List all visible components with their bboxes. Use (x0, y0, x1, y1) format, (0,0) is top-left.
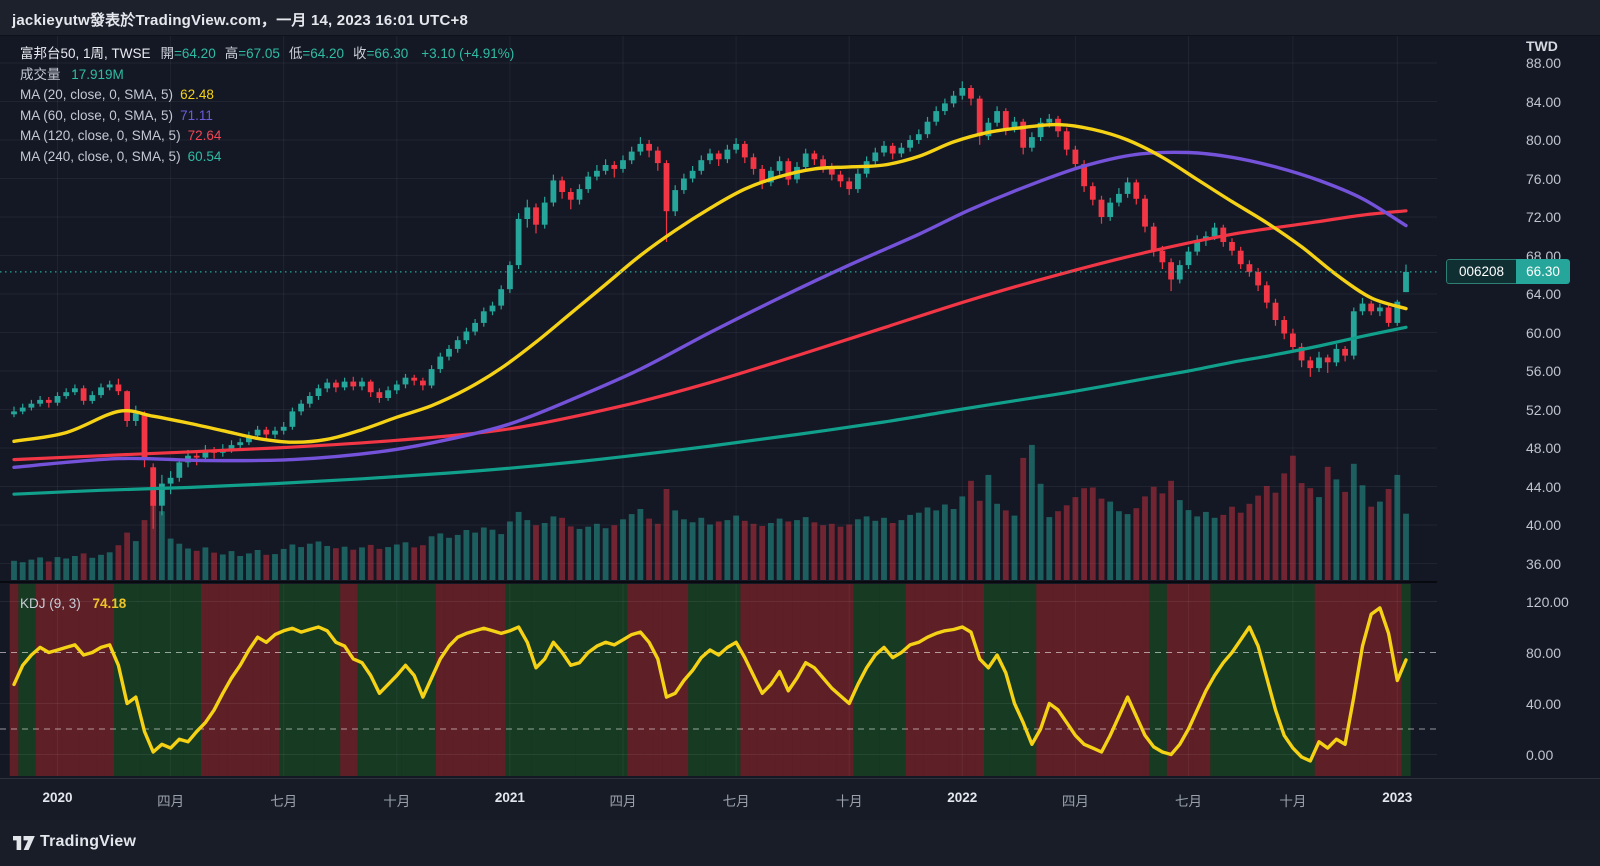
badge-symbol: 006208 (1446, 259, 1517, 284)
time-axis-label: 四月 (157, 794, 185, 809)
price-tick: 76.00 (1526, 170, 1562, 187)
price-tick: 72.00 (1526, 209, 1562, 225)
chart-legend: 富邦台50, 1周, TWSE 開=64.20 高=67.05 低=64.20 收=66… (20, 44, 514, 167)
price-tick: 40.00 (1526, 517, 1562, 533)
ma-legend-row: MA (60, close, 0, SMA, 5) 71.11 (20, 107, 213, 123)
badge-price: 66.30 (1516, 259, 1570, 284)
share-byline: jackieyutw發表於TradingView.com，一月 14, 2023… (12, 12, 468, 29)
price-tick: 88.00 (1526, 55, 1562, 71)
kdj-tick: 120.00 (1526, 593, 1569, 610)
kdj-tick: 80.00 (1526, 644, 1562, 661)
last-price-badge: 006208 66.30 (1446, 259, 1570, 284)
brand-name[interactable]: TradingView (40, 833, 137, 850)
time-axis[interactable]: 2020 四月 七月 十月 2021 四月 七月 十月 2022 四月 七月 十月 2023 (0, 778, 1600, 820)
ohlc-item: 開=64.20 (160, 46, 216, 61)
axis-currency-label: TWD (1526, 38, 1558, 54)
price-tick: 84.00 (1526, 93, 1562, 110)
symbol-title[interactable]: 富邦台50, 1周, TWSE (20, 46, 151, 61)
kdj-tick: 40.00 (1526, 695, 1562, 712)
price-tick: 48.00 (1526, 440, 1562, 456)
price-tick: 56.00 (1526, 363, 1562, 379)
time-axis-label: 四月 (1061, 794, 1089, 809)
symbol-row: 富邦台50, 1周, TWSE 開=64.20 高=67.05 低=64.20 收=66… (20, 44, 514, 65)
share-header: jackieyutw發表於TradingView.com，一月 14, 2023… (0, 0, 1600, 36)
ma-legend-row: MA (20, close, 0, SMA, 5) 62.48 (20, 87, 214, 102)
price-tick: 60.00 (1526, 324, 1562, 341)
time-axis-label: 七月 (1175, 794, 1202, 809)
ma-legend-row: MA (240, close, 0, SMA, 5) 60.54 (20, 148, 222, 164)
ohlc-item: 收=66.30 (353, 46, 409, 61)
price-tick: 52.00 (1526, 401, 1562, 418)
ohlc-values: 開=64.20 高=67.05 低=64.20 收=66.30 (161, 46, 418, 61)
price-tick: 44.00 (1526, 478, 1562, 495)
ma-legend-rows: MA (20, close, 0, SMA, 5) 62.48 MA (60, cl… (20, 85, 514, 167)
kdj-legend: KDJ (9, 3) 74.18 (20, 596, 126, 611)
time-axis-label: 七月 (270, 794, 298, 809)
time-axis-label: 十月 (383, 794, 411, 809)
kdj-tick: 0.00 (1526, 746, 1554, 763)
price-tick: 64.00 (1526, 286, 1562, 302)
ohlc-item: 低=64.20 (288, 46, 345, 61)
time-axis-label: 2021 (494, 790, 525, 805)
kdj-label: KDJ (9, 3) (20, 596, 81, 611)
footer-bar: TradingView (0, 820, 1600, 866)
kdj-value: 74.18 (92, 596, 127, 611)
tradingview-logo-icon (13, 836, 35, 850)
time-axis-label: 十月 (835, 794, 863, 809)
time-axis-label: 2023 (1382, 790, 1413, 805)
volume-row: 成交量 17.919M (20, 65, 514, 86)
change-value: +3.10 (+4.91%) (421, 46, 515, 61)
ma-legend-row: MA (120, close, 0, SMA, 5) 72.64 (20, 128, 222, 143)
time-axis-label: 四月 (609, 794, 637, 809)
volume-label: 成交量 (20, 66, 61, 82)
ohlc-item: 高=67.05 (224, 46, 280, 61)
time-axis-label: 七月 (722, 794, 750, 809)
time-axis-label: 2020 (42, 790, 73, 805)
volume-value: 17.919M (71, 66, 124, 82)
price-tick: 80.00 (1526, 132, 1562, 148)
time-axis-label: 十月 (1279, 794, 1307, 809)
time-axis-label: 2022 (947, 790, 978, 805)
price-tick: 36.00 (1526, 555, 1562, 572)
